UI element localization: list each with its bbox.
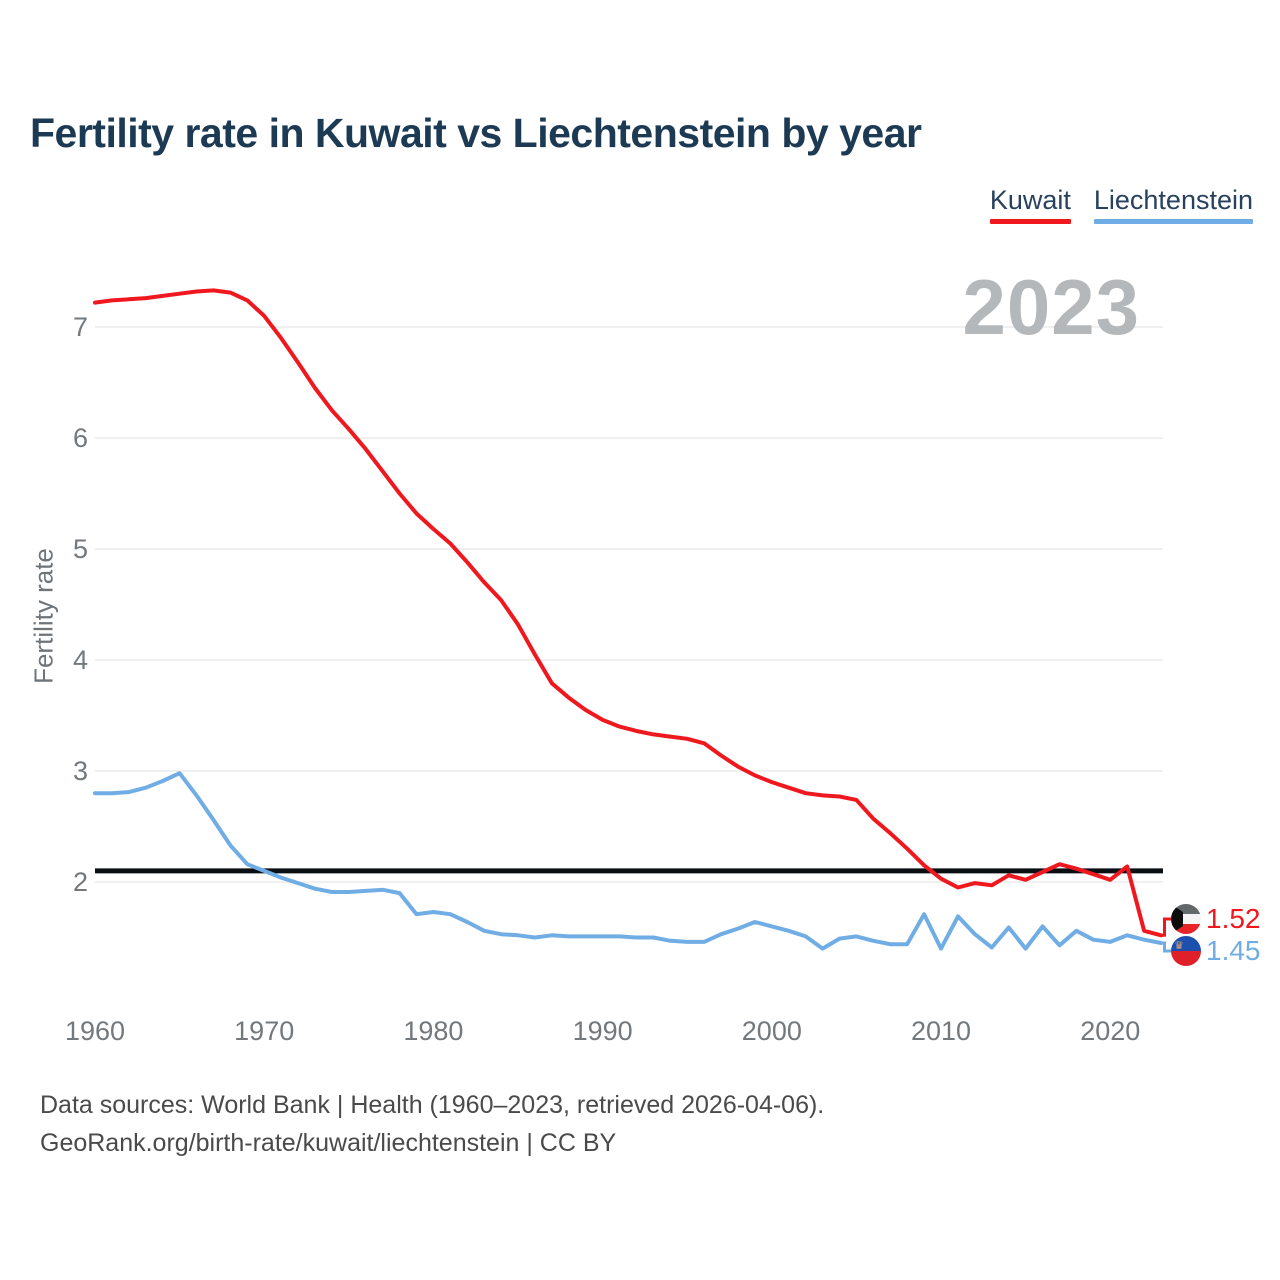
- kuwait-connector: [1161, 917, 1171, 937]
- data-source-line-2: GeoRank.org/birth-rate/kuwait/liechtenst…: [40, 1129, 617, 1157]
- x-tick-label: 2010: [911, 1016, 971, 1046]
- y-axis-title: Fertility rate: [28, 548, 59, 684]
- kuwait-line: [93, 288, 1163, 938]
- data-source-line-1: Data sources: World Bank | Health (1960–…: [40, 1091, 825, 1119]
- legend: Kuwait Liechtenstein: [989, 185, 1253, 224]
- svg-text:♛: ♛: [1174, 939, 1184, 952]
- watermark-year: 2023: [962, 263, 1140, 351]
- x-tick-label: 1960: [65, 1016, 125, 1046]
- legend-label-liechtenstein: Liechtenstein: [1093, 185, 1253, 215]
- legend-item-liechtenstein[interactable]: Liechtenstein: [1093, 185, 1253, 224]
- x-tick-label: 2000: [742, 1016, 802, 1046]
- legend-item-kuwait[interactable]: Kuwait: [989, 185, 1071, 224]
- y-tick-label: 7: [73, 312, 88, 342]
- kuwait-flag-icon: [1171, 904, 1201, 934]
- liechtenstein-line: [93, 771, 1163, 951]
- x-tick-label: 1980: [403, 1016, 463, 1046]
- y-tick-label: 2: [73, 867, 88, 897]
- end-value-liechtenstein: 1.45: [1206, 935, 1261, 966]
- x-tick-label: 1990: [573, 1016, 633, 1046]
- liechtenstein-series-swatch: [1093, 219, 1253, 224]
- y-tick-label: 5: [73, 534, 88, 564]
- y-tick-label: 6: [73, 423, 88, 453]
- x-tick-label: 2020: [1080, 1016, 1140, 1046]
- data-source-note: Data sources: World Bank | Health (1960–…: [40, 1086, 824, 1162]
- y-tick-label: 4: [73, 645, 88, 675]
- legend-label-kuwait: Kuwait: [989, 185, 1071, 215]
- y-tick-label: 3: [73, 756, 88, 786]
- kuwait-series-swatch: [989, 219, 1071, 224]
- end-value-kuwait: 1.52: [1206, 903, 1261, 934]
- x-tick-label: 1970: [234, 1016, 294, 1046]
- liechtenstein-flag-icon: ♛: [1171, 936, 1201, 966]
- page-title: Fertility rate in Kuwait vs Liechtenstei…: [30, 110, 922, 156]
- liechtenstein-connector: [1161, 941, 1171, 953]
